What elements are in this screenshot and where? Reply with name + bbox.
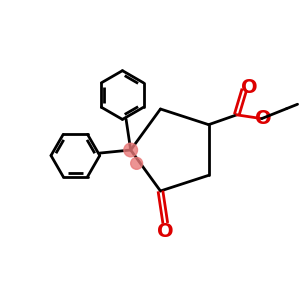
Text: O: O — [157, 222, 174, 241]
Circle shape — [131, 158, 142, 169]
Circle shape — [124, 143, 137, 157]
Text: O: O — [255, 109, 272, 128]
Text: O: O — [241, 78, 257, 97]
